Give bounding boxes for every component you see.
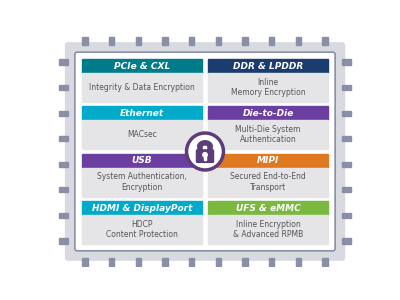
Bar bbox=[60, 213, 68, 218]
Text: Multi-Die System
Authentication: Multi-Die System Authentication bbox=[236, 125, 301, 145]
Bar bbox=[82, 168, 202, 196]
Bar bbox=[342, 162, 350, 167]
Bar bbox=[342, 238, 350, 244]
Text: HDCP
Content Protection: HDCP Content Protection bbox=[106, 220, 178, 239]
Text: UFS & eMMC: UFS & eMMC bbox=[236, 204, 300, 213]
Circle shape bbox=[186, 133, 224, 170]
FancyBboxPatch shape bbox=[196, 149, 214, 163]
Bar bbox=[109, 37, 114, 45]
Bar bbox=[136, 258, 141, 266]
Bar bbox=[216, 258, 221, 266]
Circle shape bbox=[202, 152, 208, 158]
Bar bbox=[208, 106, 328, 120]
Bar bbox=[269, 258, 274, 266]
Bar bbox=[60, 85, 68, 90]
Bar bbox=[82, 215, 202, 244]
FancyBboxPatch shape bbox=[65, 42, 345, 261]
Text: MIPI: MIPI bbox=[257, 156, 279, 165]
Bar bbox=[189, 37, 194, 45]
Text: USB: USB bbox=[132, 156, 152, 165]
Bar bbox=[208, 120, 328, 149]
Bar bbox=[208, 215, 328, 244]
Bar bbox=[82, 120, 202, 149]
Bar bbox=[208, 154, 328, 168]
Bar bbox=[242, 37, 248, 45]
Text: Inline
Memory Encryption: Inline Memory Encryption bbox=[231, 78, 306, 97]
Text: PCIe & CXL: PCIe & CXL bbox=[114, 61, 170, 70]
Text: MACsec: MACsec bbox=[127, 130, 157, 139]
Bar bbox=[82, 106, 202, 120]
Text: DDR & LPDDR: DDR & LPDDR bbox=[233, 61, 303, 70]
Bar bbox=[208, 59, 328, 73]
Bar bbox=[162, 37, 168, 45]
Bar bbox=[208, 168, 328, 196]
Bar bbox=[60, 136, 68, 141]
Bar bbox=[60, 110, 68, 116]
Text: HDMI & DisplayPort: HDMI & DisplayPort bbox=[92, 204, 192, 213]
Text: Secured End-to-End
Transport: Secured End-to-End Transport bbox=[230, 172, 306, 192]
Bar bbox=[322, 258, 328, 266]
Bar bbox=[296, 37, 301, 45]
Bar bbox=[82, 37, 88, 45]
Text: Inline Encryption
& Advanced RPMB: Inline Encryption & Advanced RPMB bbox=[233, 220, 303, 239]
Bar bbox=[82, 73, 202, 102]
Bar bbox=[60, 162, 68, 167]
Bar bbox=[109, 258, 114, 266]
Bar bbox=[208, 201, 328, 215]
Text: System Authentication,
Encryption: System Authentication, Encryption bbox=[97, 172, 187, 192]
Bar bbox=[342, 213, 350, 218]
FancyBboxPatch shape bbox=[75, 52, 335, 251]
Bar bbox=[82, 59, 202, 73]
Bar bbox=[242, 258, 248, 266]
Bar bbox=[342, 59, 350, 65]
Bar bbox=[342, 85, 350, 90]
Bar bbox=[82, 258, 88, 266]
Text: Die-to-Die: Die-to-Die bbox=[242, 109, 294, 118]
Bar bbox=[269, 37, 274, 45]
Bar bbox=[162, 258, 168, 266]
Bar bbox=[216, 37, 221, 45]
Bar bbox=[82, 201, 202, 215]
Bar bbox=[322, 37, 328, 45]
Bar bbox=[208, 73, 328, 102]
Bar bbox=[60, 187, 68, 193]
Text: Integrity & Data Encryption: Integrity & Data Encryption bbox=[89, 83, 195, 92]
Bar bbox=[60, 59, 68, 65]
Bar bbox=[296, 258, 301, 266]
Bar bbox=[82, 154, 202, 168]
Bar bbox=[342, 187, 350, 193]
Bar bbox=[136, 37, 141, 45]
Bar bbox=[204, 155, 206, 160]
Bar bbox=[342, 136, 350, 141]
Bar bbox=[189, 258, 194, 266]
Bar bbox=[60, 238, 68, 244]
Text: Ethernet: Ethernet bbox=[120, 109, 164, 118]
Bar bbox=[342, 110, 350, 116]
